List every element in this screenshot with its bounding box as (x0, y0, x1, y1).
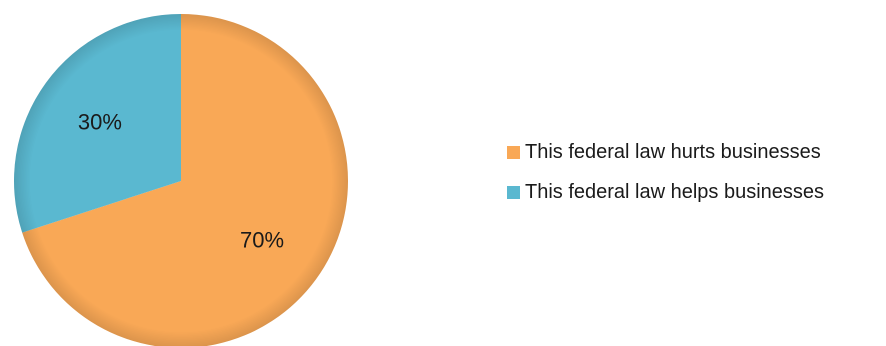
legend-label-helps: This federal law helps businesses (525, 180, 825, 203)
legend-label-hurts: This federal law hurts businesses (525, 140, 821, 163)
legend-item-hurts: This federal law hurts businesses (507, 140, 824, 163)
legend-swatch-helps (507, 185, 520, 199)
legend-swatch-hurts (507, 145, 520, 159)
data-label-helps: 30% (78, 110, 122, 135)
legend-item-helps: This federal law helps businesses (507, 180, 825, 203)
data-label-hurts: 70% (240, 227, 284, 252)
pie-edge-shading (14, 14, 348, 346)
chart-legend: This federal law hurts businesses This f… (507, 140, 825, 222)
